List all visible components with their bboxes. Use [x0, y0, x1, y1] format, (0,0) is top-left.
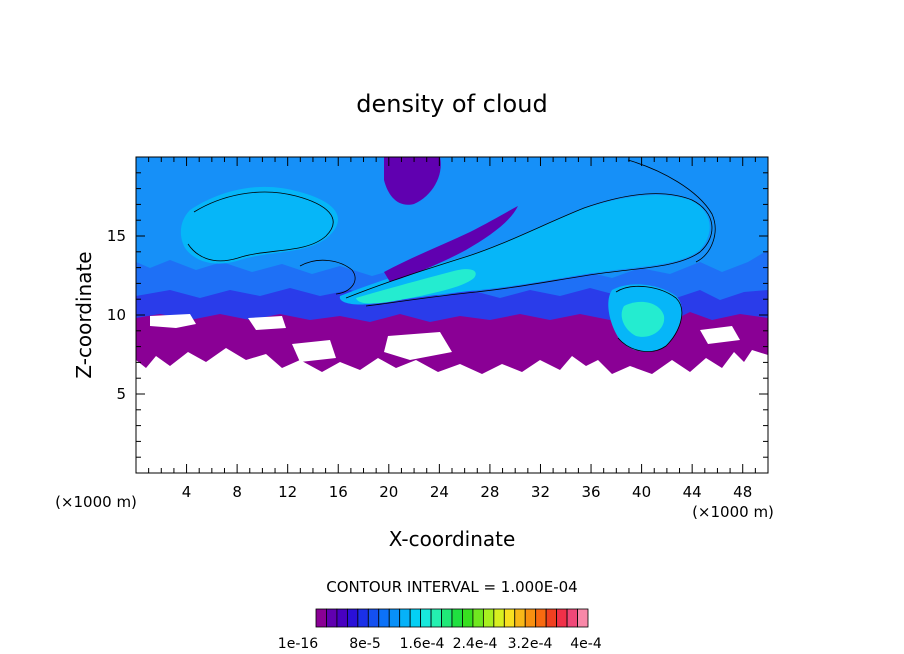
colorbar-label: 1.6e-4: [400, 636, 445, 652]
colorbar-swatch: [346, 608, 359, 628]
colorbar-swatch: [399, 608, 411, 628]
colorbar-swatch: [462, 608, 474, 628]
y-tick-label: 10: [107, 306, 126, 324]
contour-interval-label: CONTOUR INTERVAL = 1.000E-04: [326, 578, 577, 596]
y-tick-label: 5: [116, 385, 126, 403]
violet-top-patch: [384, 157, 441, 205]
colorbar-swatch: [503, 608, 516, 628]
x-unit-left: (×1000 m): [55, 493, 137, 511]
colorbar-swatch: [357, 608, 369, 628]
colorbar-swatch: [556, 608, 568, 628]
cyan-plume-left: [180, 186, 339, 264]
colorbar: [315, 608, 589, 628]
clear-gap: [150, 314, 196, 328]
colorbar-swatch: [451, 608, 463, 628]
colorbar-swatch: [388, 608, 401, 628]
aqua-core-right: [621, 301, 665, 337]
colorbar-swatch: [535, 608, 547, 628]
x-tick-label: 16: [329, 483, 348, 501]
clear-gap: [384, 332, 452, 360]
colorbar-swatch: [378, 608, 390, 628]
colorbar-swatch: [420, 608, 432, 628]
colorbar-label: 2.4e-4: [453, 636, 498, 652]
x-tick-label: 48: [733, 483, 752, 501]
y-tick-label: 15: [107, 227, 126, 245]
x-tick-label: 28: [480, 483, 499, 501]
x-tick-label: 24: [430, 483, 449, 501]
colorbar-label: 4e-4: [570, 636, 602, 652]
clear-gap: [292, 340, 336, 362]
x-tick-label: 12: [278, 483, 297, 501]
contour-lines: [187, 159, 716, 352]
x-ticks: 4 8 12 16 20 24 28 32 36 40 44 48: [148, 157, 756, 501]
y-ticks: 5 10 15: [107, 172, 768, 458]
aqua-core-center: [356, 269, 476, 304]
x-unit-right: (×1000 m): [692, 503, 774, 521]
clear-gap: [700, 326, 740, 344]
colorbar-swatch: [430, 608, 442, 628]
colorbar-swatch: [514, 608, 526, 628]
colorbar-labels: 1e-16 8e-5 1.6e-4 2.4e-4 3.2e-4 4e-4: [278, 636, 602, 652]
colorbar-swatch: [493, 608, 505, 628]
x-tick-label: 4: [182, 483, 192, 501]
colorbar-swatch: [409, 608, 422, 628]
y-axis-label: Z-coordinate: [72, 251, 96, 378]
x-tick-label: 40: [632, 483, 651, 501]
colorbar-swatch: [524, 608, 537, 628]
colorbar-label: 3.2e-4: [508, 636, 553, 652]
chart-title: density of cloud: [356, 90, 547, 118]
density-field: [136, 157, 768, 374]
colorbar-label: 1e-16: [278, 636, 318, 652]
colorbar-swatch: [326, 608, 338, 628]
colorbar-swatch: [315, 608, 327, 628]
x-tick-label: 8: [232, 483, 242, 501]
colorbar-swatch: [545, 608, 558, 628]
violet-streak: [384, 206, 518, 282]
colorbar-swatch: [566, 608, 578, 628]
colorbar-swatch: [577, 608, 589, 628]
clear-gap: [248, 316, 286, 330]
colorbar-swatch: [336, 608, 348, 628]
colorbar-swatch: [482, 608, 495, 628]
plot-frame: [135, 156, 769, 474]
x-axis-label: X-coordinate: [389, 527, 516, 551]
x-tick-label: 44: [683, 483, 702, 501]
colorbar-swatch: [441, 608, 453, 628]
x-tick-label: 32: [531, 483, 550, 501]
colorbar-label: 8e-5: [349, 636, 380, 652]
colorbar-swatch: [472, 608, 484, 628]
x-tick-label: 20: [379, 483, 398, 501]
x-tick-label: 36: [581, 483, 600, 501]
colorbar-swatch: [367, 608, 380, 628]
